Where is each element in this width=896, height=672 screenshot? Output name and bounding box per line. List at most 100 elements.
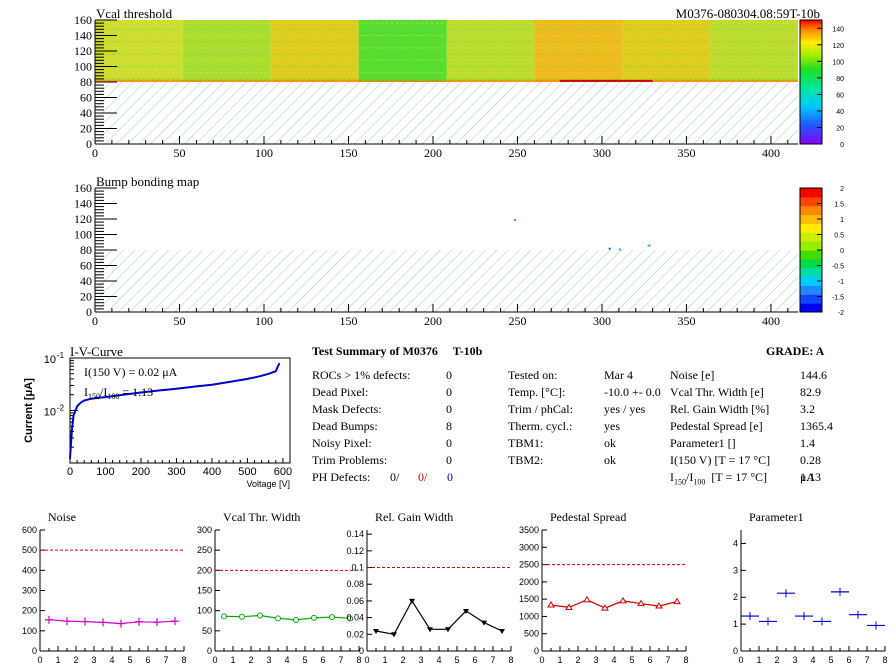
plot-series-line [375, 599, 503, 635]
plot-y-tick-label: 3 [733, 565, 738, 575]
plot-point [153, 618, 161, 627]
scale-label: -1.5 [832, 295, 844, 302]
summary-right-column: Noise [e] 144.6 Vcal Thr. Width [e] 82.9 Rel… [670, 367, 833, 486]
plot-x-tick-label: 6 [846, 655, 851, 665]
bump-defect [647, 244, 651, 247]
plot-point [445, 627, 451, 633]
iv-annotation-part: 150 [88, 392, 100, 401]
plot-x-tick-label: 3 [266, 655, 271, 665]
plot-point [583, 595, 591, 603]
plot-y-tick-label: 200 [22, 606, 37, 616]
bump-map-title: Bump bonding map [96, 174, 199, 189]
plot-y-tick-label: 2500 [519, 560, 539, 570]
x-tick-label: 200 [424, 146, 442, 160]
plot-y-tick-label: 0.14 [346, 529, 364, 539]
roc-block [358, 20, 447, 82]
plot-x-tick-label: 2 [575, 655, 580, 665]
roc-block [182, 20, 271, 82]
plot-y-tick-label: 500 [524, 629, 539, 639]
iv-annotation-part: I [84, 385, 88, 399]
ratio-label: I150/I100 [T = 17 °C] [670, 470, 768, 487]
y-tick-label: 80 [80, 75, 92, 89]
parameter-row: I(150 V) [T = 17 °C] 0.28 μA [670, 452, 830, 484]
plot-point [481, 620, 487, 626]
plot-x-tick-label: 4 [436, 655, 441, 665]
plot-x-tick-label: 3 [418, 655, 423, 665]
plot-title: Pedestal Spread [550, 510, 626, 524]
plot-y-tick-label: 0 [207, 646, 212, 656]
scale-label: 40 [836, 109, 844, 116]
x-tick-label: 400 [762, 146, 780, 160]
x-tick-label: 300 [593, 146, 611, 160]
parameter-label: Rel. Gain Width [%] [670, 402, 770, 416]
defect-row: Noisy Pixel: 0 [312, 435, 458, 452]
plot-y-tick-label: 3500 [519, 525, 539, 535]
bump-color-scale: -2 -1.5 -1 -0.5 0 0.5 1 1.5 2 [799, 186, 844, 317]
defect-value: 0 [446, 402, 452, 416]
condition-value: yes / yes [604, 402, 646, 416]
iv-y-axis-label: Current [μA] [23, 378, 35, 443]
plot-x-tick-label: 6 [145, 655, 150, 665]
plot-x-tick-label: 8 [356, 655, 361, 665]
plot-x-tick-label: 7 [163, 655, 168, 665]
plot-y-tick-label: 500 [22, 545, 37, 555]
plot-point [221, 613, 227, 620]
plot-y-tick-label: 0.02 [346, 629, 364, 639]
plot-y-tick-label: 2000 [519, 577, 539, 587]
plot-y-tick-label: 250 [197, 545, 212, 555]
parameter-row: Pedestal Spread [e] 1365.4 [670, 418, 833, 435]
color-scale-step [800, 267, 822, 278]
plot-point [547, 601, 555, 608]
plot-x-tick-label: 4 [611, 655, 616, 665]
ratio-row: I150/I100 [T = 17 °C] 1.13 [670, 469, 830, 486]
parameter-label: Noise [e] [670, 368, 715, 382]
x-tick-label: 100 [255, 314, 273, 328]
plot-title: Rel. Gain Width [375, 510, 453, 524]
plot-point [45, 615, 53, 624]
plot-y-tick-label: 100 [197, 606, 212, 616]
condition-label: Tested on: [508, 368, 558, 382]
color-scale-step [800, 303, 822, 313]
x-tick-label: 350 [677, 314, 695, 328]
color-scale-step [800, 241, 822, 251]
ph-defects-label: PH Defects: [312, 470, 371, 484]
iv-x-tick-label: 600 [274, 466, 292, 478]
plot-y-tick-label: 0.04 [346, 613, 364, 623]
scale-label: 80 [836, 76, 844, 83]
iv-title: I-V-Curve [70, 344, 123, 359]
iv-x-tick-label: 200 [132, 466, 150, 478]
y-tick-label: 140 [74, 29, 92, 43]
plot-x-tick-label: 6 [472, 655, 477, 665]
plot-x-tick-label: 7 [338, 655, 343, 665]
x-tick-label: 250 [508, 146, 526, 160]
defect-value: 0 [446, 436, 452, 450]
y-tick-label: 0 [86, 137, 92, 151]
plot-x-tick-label: 8 [683, 655, 688, 665]
plot-x-tick-label: 0 [37, 655, 42, 665]
plot-x-tick-label: 1 [382, 655, 387, 665]
plot-x-tick-label: 1 [756, 655, 761, 665]
x-tick-label: 0 [92, 146, 98, 160]
plot-y-tick-label: 300 [197, 525, 212, 535]
plot-y-tick-label: 0.12 [346, 546, 364, 556]
summary-module: Test Summary of M0376 [312, 344, 438, 358]
plot-point [619, 596, 627, 604]
parameter-label: Parameter1 [] [670, 436, 736, 450]
plot-y-tick-label: 300 [22, 586, 37, 596]
parameter-row: Parameter1 [] 1.4 [670, 435, 830, 452]
plot-point [275, 615, 281, 622]
roc-block [622, 20, 711, 82]
plot-x-tick-label: 5 [454, 655, 459, 665]
bump-defect [514, 219, 517, 221]
plot-y-tick-label: 4 [733, 538, 738, 548]
scale-label: 20 [836, 125, 844, 132]
x-tick-label: 150 [339, 314, 357, 328]
plot-point [391, 632, 397, 638]
plot-x-tick-label: 7 [864, 655, 869, 665]
plot-y-tick-label: 50 [202, 626, 212, 636]
condition-value: ok [604, 453, 616, 467]
x-tick-label: 250 [508, 314, 526, 328]
plot-x-tick-label: 1 [557, 655, 562, 665]
